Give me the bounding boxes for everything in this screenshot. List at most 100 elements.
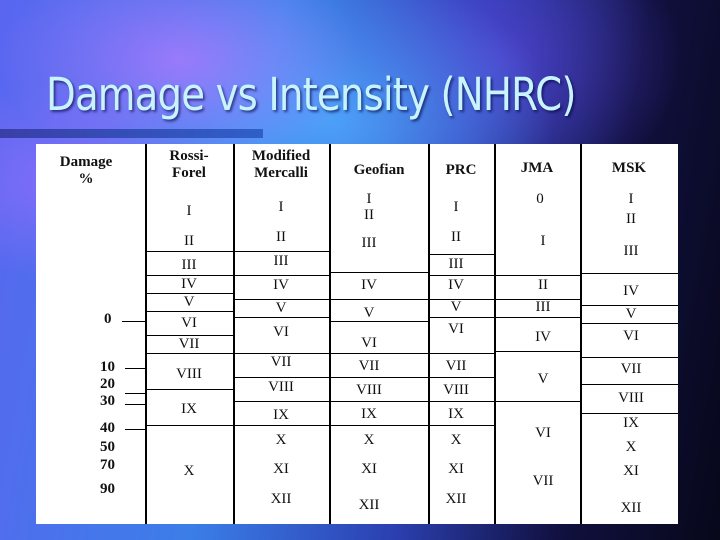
column-divider xyxy=(494,144,496,524)
row-line xyxy=(496,317,580,318)
modified-mercalli-value: VIII xyxy=(268,379,294,395)
jma-value: IV xyxy=(535,329,551,345)
geofian-value: VII xyxy=(358,358,380,374)
msk-value: X xyxy=(625,439,637,455)
row-line xyxy=(430,254,494,255)
geofian-value: XI xyxy=(361,461,377,477)
damage-tick xyxy=(122,321,146,322)
rossi-forel-value: II xyxy=(184,233,194,249)
rossi-forel-value: I xyxy=(186,203,192,219)
jma-value: V xyxy=(537,371,549,387)
jma-value: VII xyxy=(532,473,554,489)
header-prc: PRC xyxy=(445,162,477,178)
intensity-scale-table: Damage % Rossi- Forel Modified Mercalli … xyxy=(36,144,678,524)
header-forel-label: Forel xyxy=(172,165,206,181)
column-divider xyxy=(145,144,147,524)
msk-value: IV xyxy=(623,283,639,299)
row-line xyxy=(331,299,428,300)
modified-mercalli-value: II xyxy=(276,229,286,245)
prc-value: IV xyxy=(448,277,464,293)
row-line xyxy=(582,357,678,358)
modified-mercalli-value: XII xyxy=(270,491,292,507)
jma-value: VI xyxy=(535,425,551,441)
row-line xyxy=(146,389,233,390)
prc-value: V xyxy=(450,299,462,315)
msk-value: V xyxy=(625,306,637,322)
row-line xyxy=(235,275,329,276)
modified-mercalli-value: V xyxy=(275,300,287,316)
header-geofian: Geofian xyxy=(353,162,405,178)
geofian-value: I xyxy=(366,191,372,207)
prc-value: II xyxy=(451,229,461,245)
header-damage-unit: % xyxy=(78,171,94,187)
row-line xyxy=(582,273,678,274)
row-line xyxy=(430,353,494,354)
msk-value: XII xyxy=(620,500,642,516)
jma-value: III xyxy=(535,299,551,315)
row-line xyxy=(496,401,580,402)
column-divider xyxy=(428,144,430,524)
geofian-value: II xyxy=(364,207,374,223)
rossi-forel-value: VI xyxy=(181,315,197,331)
column-divider xyxy=(580,144,582,524)
geofian-value: XII xyxy=(358,497,380,513)
jma-value: 0 xyxy=(536,191,544,207)
damage-label: 0 xyxy=(104,311,112,327)
row-line xyxy=(331,272,428,273)
damage-tick xyxy=(125,393,146,394)
rossi-forel-value: IX xyxy=(181,401,197,417)
rossi-forel-value: V xyxy=(183,294,195,310)
damage-tick xyxy=(125,404,146,405)
damage-label: 20 xyxy=(100,376,115,392)
row-line xyxy=(235,377,329,378)
msk-value: III xyxy=(623,243,639,259)
prc-value: IX xyxy=(448,406,464,422)
damage-label: 40 xyxy=(100,420,115,436)
modified-mercalli-value: VI xyxy=(273,324,289,340)
modified-mercalli-value: IV xyxy=(273,277,289,293)
header-mercalli-label: Mercalli xyxy=(254,165,308,181)
row-line xyxy=(430,299,494,300)
row-line xyxy=(235,401,329,402)
msk-value: XI xyxy=(623,463,639,479)
header-modified-mercalli: Modified Mercalli xyxy=(252,148,310,182)
row-line xyxy=(582,384,678,385)
row-line xyxy=(496,275,580,276)
header-rossi-label: Rossi- xyxy=(169,148,209,164)
rossi-forel-value: III xyxy=(181,257,197,273)
header-damage: Damage % xyxy=(60,154,113,188)
row-line xyxy=(146,275,233,276)
row-line xyxy=(235,317,329,318)
jma-value: II xyxy=(538,277,548,293)
row-line xyxy=(146,251,233,252)
row-line xyxy=(146,335,233,336)
row-line xyxy=(582,305,678,306)
msk-value: VI xyxy=(623,328,639,344)
damage-label: 70 xyxy=(100,457,115,473)
modified-mercalli-value: III xyxy=(273,253,289,269)
row-line xyxy=(430,275,494,276)
geofian-value: VI xyxy=(361,335,377,351)
modified-mercalli-value: XI xyxy=(273,461,289,477)
row-line xyxy=(235,425,329,426)
msk-value: VII xyxy=(620,361,642,377)
row-line xyxy=(146,293,233,294)
modified-mercalli-value: X xyxy=(275,432,287,448)
jma-value: I xyxy=(540,233,546,249)
msk-value: II xyxy=(626,211,636,227)
geofian-value: V xyxy=(363,305,375,321)
msk-value: I xyxy=(628,191,634,207)
row-line xyxy=(146,353,233,354)
msk-value: IX xyxy=(623,415,639,431)
prc-value: I xyxy=(453,199,459,215)
prc-value: VII xyxy=(445,358,467,374)
row-line xyxy=(331,353,428,354)
prc-value: VI xyxy=(448,321,464,337)
damage-label: 90 xyxy=(100,481,115,497)
prc-value: VIII xyxy=(443,382,469,398)
damage-label: 30 xyxy=(100,393,115,409)
geofian-value: X xyxy=(363,432,375,448)
column-divider xyxy=(233,144,235,524)
geofian-value: VIII xyxy=(356,382,382,398)
msk-value: VIII xyxy=(618,390,644,406)
